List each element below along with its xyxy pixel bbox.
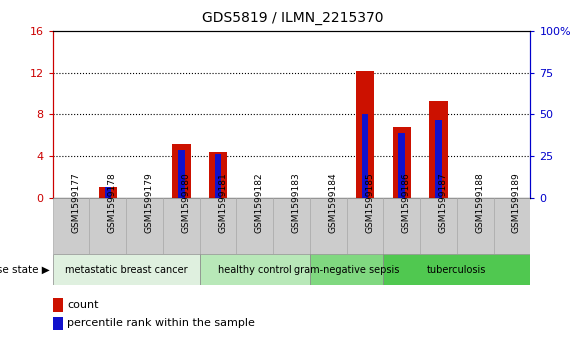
Bar [435, 119, 442, 198]
Text: GSM1599185: GSM1599185 [365, 172, 374, 233]
Text: GSM1599180: GSM1599180 [181, 172, 190, 233]
Bar [163, 198, 200, 254]
Bar [172, 143, 190, 198]
Text: GSM1599188: GSM1599188 [475, 172, 484, 233]
Bar [104, 187, 111, 198]
Bar [178, 150, 185, 198]
Text: healthy control: healthy control [218, 265, 292, 274]
Bar [53, 254, 200, 285]
Bar [493, 198, 530, 254]
Bar [310, 198, 347, 254]
Text: GSM1599177: GSM1599177 [71, 172, 80, 233]
Bar [310, 254, 383, 285]
Bar [98, 187, 117, 198]
Text: GSM1599179: GSM1599179 [145, 172, 154, 233]
Bar [214, 154, 222, 198]
Text: GSM1599183: GSM1599183 [292, 172, 301, 233]
Text: GSM1599178: GSM1599178 [108, 172, 117, 233]
Text: GSM1599182: GSM1599182 [255, 172, 264, 233]
Bar [430, 101, 448, 198]
Bar [393, 127, 411, 198]
Text: count: count [67, 300, 99, 310]
Text: GSM1599184: GSM1599184 [328, 172, 338, 233]
Text: GSM1599186: GSM1599186 [402, 172, 411, 233]
Bar [356, 70, 374, 198]
Bar [398, 133, 405, 198]
Bar [90, 198, 126, 254]
Text: GSM1599181: GSM1599181 [218, 172, 227, 233]
Text: GSM1599187: GSM1599187 [438, 172, 448, 233]
Bar [126, 198, 163, 254]
Text: gram-negative sepsis: gram-negative sepsis [294, 265, 399, 274]
Text: percentile rank within the sample: percentile rank within the sample [67, 318, 255, 328]
Text: tuberculosis: tuberculosis [427, 265, 486, 274]
Text: GDS5819 / ILMN_2215370: GDS5819 / ILMN_2215370 [202, 11, 384, 25]
Bar [383, 254, 530, 285]
Bar [347, 198, 383, 254]
Bar [273, 198, 310, 254]
Text: disease state ▶: disease state ▶ [0, 265, 50, 274]
Bar [383, 198, 420, 254]
Bar [362, 114, 369, 198]
Bar [236, 198, 273, 254]
Bar [53, 198, 90, 254]
Bar [457, 198, 493, 254]
Bar [200, 254, 310, 285]
Text: metastatic breast cancer: metastatic breast cancer [65, 265, 188, 274]
Bar [200, 198, 236, 254]
Bar [420, 198, 457, 254]
Bar [209, 152, 227, 198]
Text: GSM1599189: GSM1599189 [512, 172, 521, 233]
